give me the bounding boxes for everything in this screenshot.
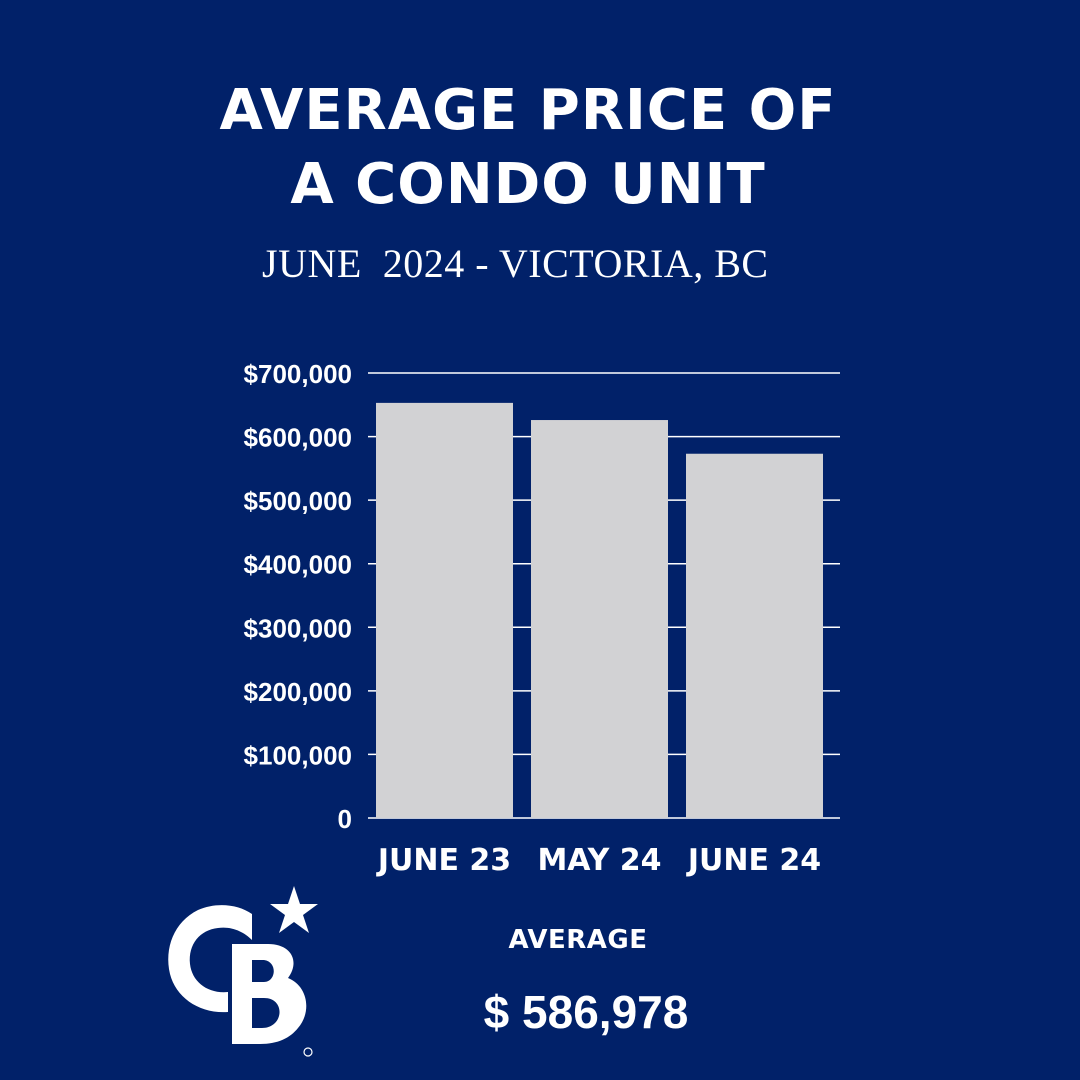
bar: [686, 453, 823, 818]
registered-mark-icon: [303, 1047, 313, 1057]
y-tick-label: $100,000: [244, 740, 352, 770]
y-tick-label: $400,000: [244, 550, 352, 580]
title-line-1: AVERAGE PRICE OF: [219, 78, 837, 143]
x-category-label: JUNE 23: [376, 843, 511, 878]
x-category-label: JUNE 24: [686, 843, 821, 878]
y-tick-label: $200,000: [244, 677, 352, 707]
average-value: $ 586,978: [483, 986, 689, 1038]
x-axis-category-labels: JUNE 23 MAY 24 JUNE 24: [376, 843, 821, 878]
y-axis-tick-labels: 0 $100,000 $200,000 $300,000 $400,000 $500,00…: [244, 359, 352, 834]
average-label: AVERAGE: [508, 925, 648, 955]
logo-b-shape: [232, 944, 307, 1044]
bar: [376, 402, 513, 818]
logo-c-shape: [168, 905, 252, 1013]
y-tick-label: 0: [338, 804, 352, 834]
coldwell-banker-logo-icon: [168, 886, 318, 1057]
page-subtitle: JUNE 2024 - VICTORIA, BC: [262, 241, 769, 286]
y-tick-label: $700,000: [244, 359, 352, 389]
bars: [376, 402, 823, 818]
x-category-label: MAY 24: [537, 843, 661, 878]
star-icon: [270, 886, 318, 933]
title-line-2: A CONDO UNIT: [290, 152, 766, 217]
y-tick-label: $600,000: [244, 423, 352, 453]
y-tick-label: $300,000: [244, 613, 352, 643]
y-tick-label: $500,000: [244, 486, 352, 516]
page-title: AVERAGE PRICE OF A CONDO UNIT: [0, 74, 1056, 222]
bar: [531, 420, 668, 818]
